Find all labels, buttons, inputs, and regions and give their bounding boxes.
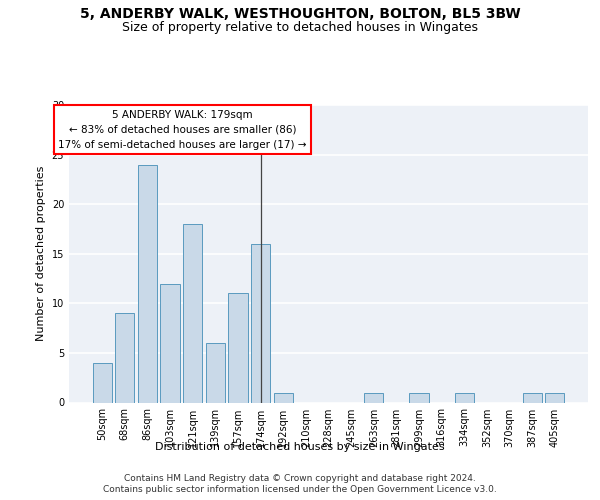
Bar	[183, 224, 202, 402]
Bar	[545, 392, 565, 402]
Bar	[206, 343, 225, 402]
Bar	[138, 164, 157, 402]
Text: Size of property relative to detached houses in Wingates: Size of property relative to detached ho…	[122, 21, 478, 34]
Bar	[92, 363, 112, 403]
Bar	[274, 392, 293, 402]
Bar	[160, 284, 180, 403]
Text: 5, ANDERBY WALK, WESTHOUGHTON, BOLTON, BL5 3BW: 5, ANDERBY WALK, WESTHOUGHTON, BOLTON, B…	[80, 8, 520, 22]
Bar	[523, 392, 542, 402]
Text: Distribution of detached houses by size in Wingates: Distribution of detached houses by size …	[155, 442, 445, 452]
Bar	[115, 313, 134, 402]
Bar	[409, 392, 428, 402]
Text: Contains HM Land Registry data © Crown copyright and database right 2024.
Contai: Contains HM Land Registry data © Crown c…	[103, 474, 497, 494]
Bar	[229, 294, 248, 403]
Bar	[455, 392, 474, 402]
Bar	[364, 392, 383, 402]
Y-axis label: Number of detached properties: Number of detached properties	[36, 166, 46, 342]
Text: 5 ANDERBY WALK: 179sqm
← 83% of detached houses are smaller (86)
17% of semi-det: 5 ANDERBY WALK: 179sqm ← 83% of detached…	[58, 110, 307, 150]
Bar	[251, 244, 270, 402]
